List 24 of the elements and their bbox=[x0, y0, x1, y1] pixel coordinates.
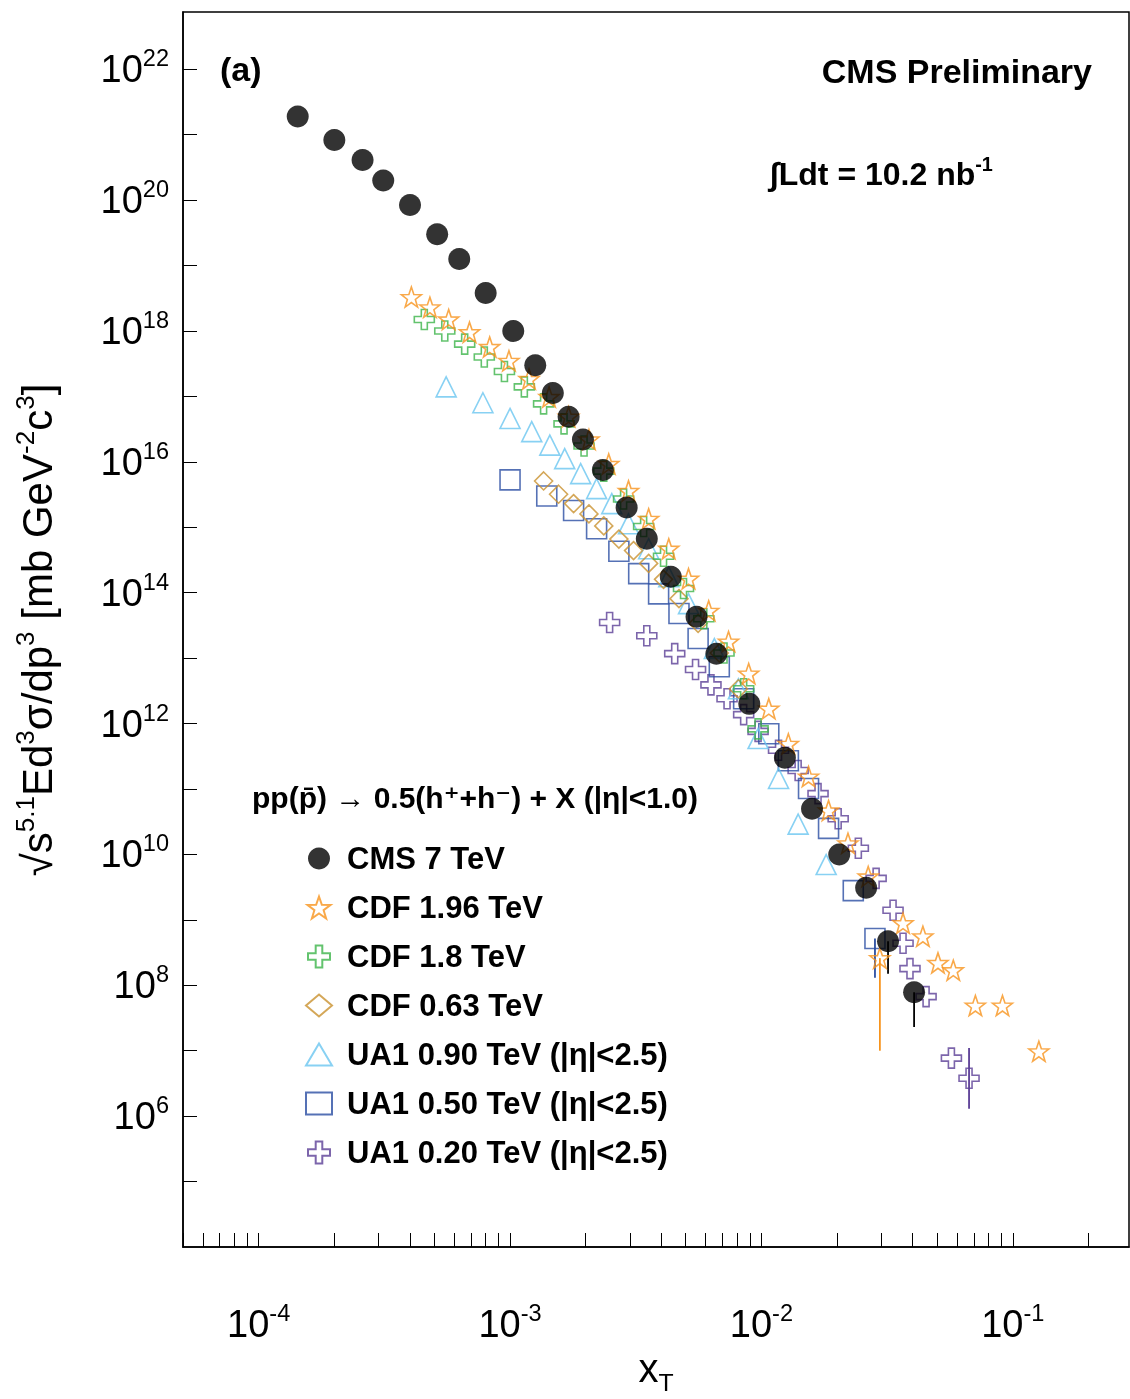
y-tick-label: 10$^{6}$ bbox=[113, 1091, 169, 1138]
x-tick-label: 10$^{-1}$ bbox=[981, 1299, 1045, 1345]
legend-label: CDF 1.96 TeV bbox=[347, 890, 544, 925]
legend-label: CDF 0.63 TeV bbox=[347, 988, 544, 1023]
annotation: CMS Preliminary bbox=[821, 52, 1092, 90]
y-tick-label: 10$^{14}$ bbox=[100, 568, 169, 614]
legend-label: UA1 0.50 TeV (|η|<2.5) bbox=[347, 1086, 668, 1121]
legend-label: UA1 0.90 TeV (|η|<2.5) bbox=[347, 1037, 668, 1072]
legend-title: pp(p̄) → 0.5(h⁺+h⁻) + X (|η|<1.0) bbox=[252, 780, 699, 814]
y-tick-label: 10$^{12}$ bbox=[100, 699, 169, 745]
x-axis-title: x$_{T}$ bbox=[638, 1346, 674, 1396]
annotation: (a) bbox=[220, 50, 262, 88]
legend-label: CDF 1.8 TeV bbox=[347, 939, 526, 974]
x-tick-label: 10$^{-2}$ bbox=[729, 1299, 793, 1345]
y-tick-label: 10$^{16}$ bbox=[100, 437, 169, 483]
legend-label: CMS 7 TeV bbox=[347, 841, 506, 876]
legend-label: UA1 0.20 TeV (|η|<2.5) bbox=[347, 1135, 668, 1170]
y-tick-label: 10$^{20}$ bbox=[100, 175, 169, 222]
y-tick-label: 10$^{10}$ bbox=[100, 829, 169, 876]
y-tick-label: 10$^{8}$ bbox=[113, 960, 169, 1007]
x-tick-label: 10$^{-4}$ bbox=[227, 1299, 291, 1345]
y-tick-label: 10$^{22}$ bbox=[100, 44, 169, 91]
x-tick-label: 10$^{-3}$ bbox=[478, 1299, 542, 1345]
y-tick-label: 10$^{18}$ bbox=[100, 306, 169, 352]
